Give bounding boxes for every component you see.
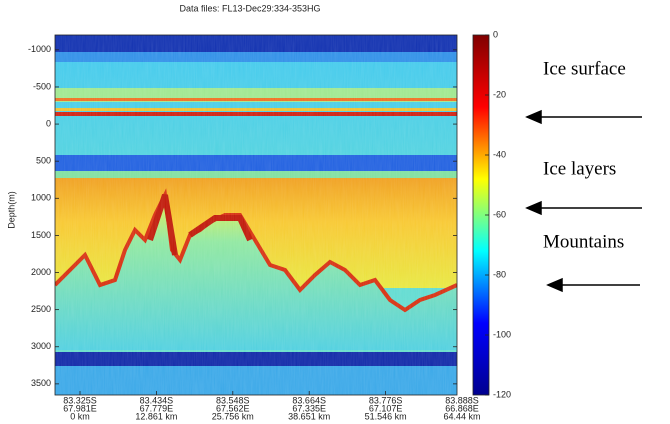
annotation-arrows (525, 109, 642, 293)
plot-frame (54, 34, 458, 396)
x-tick-label: 38.651 km (288, 411, 330, 421)
y-tick-label: 3500 (31, 378, 51, 388)
x-tick-label: 83.664S (292, 395, 326, 405)
annotation: Ice surface (543, 58, 626, 79)
y-tick-label: 0 (46, 118, 51, 128)
x-tick-label: 83.325S (63, 395, 97, 405)
colorbar-tick-label: -120 (493, 389, 511, 399)
y-tick-label: 1500 (31, 230, 51, 240)
x-tick-label: 0 km (70, 411, 90, 421)
colorbar-tick-label: -20 (493, 89, 506, 99)
x-tick-label: 83.548S (216, 395, 250, 405)
x-tick-label: 83.776S (369, 395, 403, 405)
y-axis-label: Depth(m) (6, 191, 16, 229)
y-tick-label: 2000 (31, 267, 51, 277)
annotation: Mountains (543, 231, 624, 252)
y-tick-label: -500 (33, 81, 51, 91)
x-tick-label: 64.44 km (443, 411, 480, 421)
echogram-image (55, 35, 457, 395)
chart-title: Data files: FL13-Dec29:334-353HG (179, 3, 320, 13)
y-tick-label: 1000 (31, 193, 51, 203)
colorbar-tick-label: -100 (493, 329, 511, 339)
x-tick-label: 83.434S (140, 395, 174, 405)
colorbar-tick-label: 0 (493, 29, 498, 39)
y-tick-label: 500 (36, 156, 51, 166)
x-tick-label: 12.861 km (135, 411, 177, 421)
x-tick-label: 83.888S (445, 395, 479, 405)
x-tick-label: 67.562E (216, 403, 250, 413)
x-tick-label: 67.335E (292, 403, 326, 413)
x-tick-label: 67.779E (140, 403, 174, 413)
annotation: Ice layers (543, 158, 616, 179)
x-tick-label: 25.756 km (212, 411, 254, 421)
y-tick-label: 3000 (31, 341, 51, 351)
x-tick-label: 66.868E (445, 403, 479, 413)
colorbar-tick-label: -60 (493, 209, 506, 219)
y-tick-label: 2500 (31, 304, 51, 314)
colorbar-tick-label: -40 (493, 149, 506, 159)
y-tick-label: -1000 (28, 44, 51, 54)
x-tick-label: 67.981E (63, 403, 97, 413)
colorbar-tick-label: -80 (493, 269, 506, 279)
x-tick-label: 51.546 km (365, 411, 407, 421)
x-tick-label: 67.107E (369, 403, 403, 413)
